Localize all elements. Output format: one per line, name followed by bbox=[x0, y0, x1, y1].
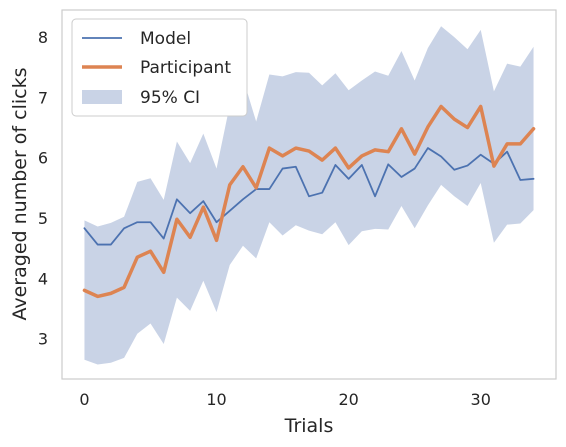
y-tick-label: 7 bbox=[38, 88, 48, 107]
y-tick-label: 4 bbox=[38, 269, 48, 288]
x-tick-label: 20 bbox=[338, 390, 358, 409]
y-tick-label: 8 bbox=[38, 28, 48, 47]
x-tick-labels: 0 10 20 30 bbox=[79, 390, 491, 409]
legend-ci-label: 95% CI bbox=[140, 88, 200, 108]
y-tick-label: 5 bbox=[38, 209, 48, 228]
y-tick-labels: 3 4 5 6 7 8 bbox=[38, 28, 48, 348]
y-tick-label: 3 bbox=[38, 330, 48, 349]
x-tick-label: 0 bbox=[79, 390, 89, 409]
legend-participant-label: Participant bbox=[140, 58, 231, 78]
y-axis-label: Averaged number of clicks bbox=[9, 67, 31, 320]
x-tick-label: 10 bbox=[206, 390, 226, 409]
x-axis-label: Trials bbox=[284, 415, 334, 437]
series-line-model bbox=[83, 147, 535, 246]
series-line-participant bbox=[82, 104, 536, 299]
y-tick-label: 6 bbox=[38, 149, 48, 168]
legend-model-label: Model bbox=[140, 29, 191, 49]
legend: Model Participant 95% CI bbox=[71, 18, 248, 117]
legend-ci-swatch bbox=[82, 90, 122, 104]
lines-layer bbox=[82, 104, 536, 299]
x-tick-label: 30 bbox=[471, 390, 491, 409]
